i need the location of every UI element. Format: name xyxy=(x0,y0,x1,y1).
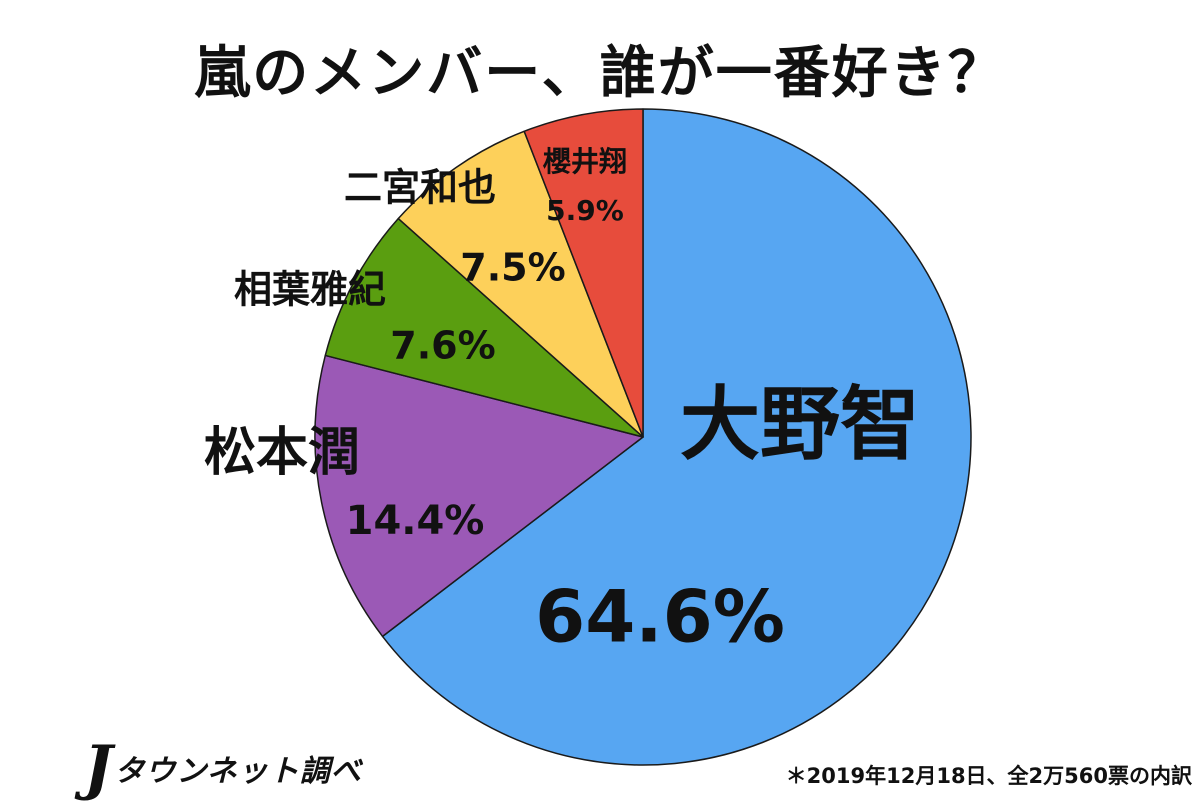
slice-value-sakurai-sho: 5.9% xyxy=(546,194,624,227)
source-logo: J タウンネット調べ xyxy=(84,738,362,798)
slice-value-ninomiya-kazunari: 7.5% xyxy=(460,246,565,290)
brand-text: タウンネット調べ xyxy=(114,754,362,789)
pie-slice-oono-satoshi xyxy=(381,108,972,766)
slice-label-aiba-masaki: 相葉雅紀 xyxy=(234,268,386,312)
slice-label-ninomiya-kazunari: 二宮和也 xyxy=(344,166,496,210)
pie-slice-aiba-masaki xyxy=(324,217,644,438)
footnote: ＊2019年12月18日、全2万560票の内訳 xyxy=(785,764,1192,788)
slice-label-matsumoto-jun: 松本潤 xyxy=(204,423,360,483)
slice-label-sakurai-sho: 櫻井翔 xyxy=(542,145,627,178)
brand-mark: J xyxy=(84,733,113,803)
slice-label-oono-satoshi: 大野智 xyxy=(680,378,920,471)
slice-value-oono-satoshi: 64.6% xyxy=(535,575,785,659)
pie-slice-matsumoto-jun xyxy=(314,354,644,638)
slice-value-matsumoto-jun: 14.4% xyxy=(346,498,485,544)
slice-value-aiba-masaki: 7.6% xyxy=(390,324,495,368)
pie-slice-ninomiya-kazunari xyxy=(397,130,644,438)
pie-slice-sakurai-sho xyxy=(523,108,644,438)
chart-title: 嵐のメンバー、誰が一番好き？ xyxy=(194,41,1006,106)
